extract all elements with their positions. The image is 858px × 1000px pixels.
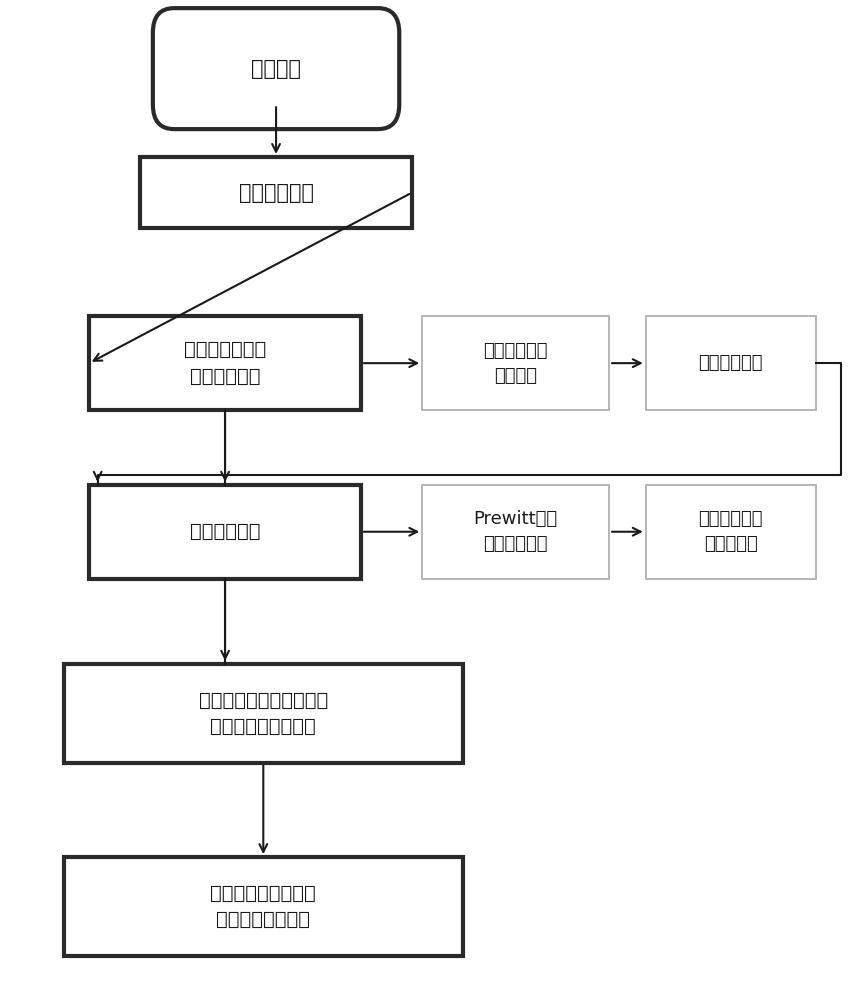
Text: 标定形态变位获得准
确的结构动态形态: 标定形态变位获得准 确的结构动态形态	[210, 884, 317, 929]
Text: 确定变形放大
频带范围: 确定变形放大 频带范围	[483, 342, 548, 385]
Text: 设置放大倍数: 设置放大倍数	[698, 354, 763, 372]
Bar	[89, 316, 361, 410]
FancyBboxPatch shape	[153, 8, 399, 129]
Bar	[646, 316, 816, 410]
Text: 采集视频: 采集视频	[251, 59, 301, 79]
Bar	[63, 857, 463, 956]
Text: 将每一帧的结构边缘与参
考帧进行配准及对比: 将每一帧的结构边缘与参 考帧进行配准及对比	[199, 690, 328, 736]
Bar	[89, 485, 361, 579]
Bar	[422, 316, 609, 410]
Text: 对视频中的结构
变形进行放大: 对视频中的结构 变形进行放大	[184, 340, 266, 386]
Text: 利用空间矩准
确定位边缘: 利用空间矩准 确定位边缘	[698, 510, 763, 553]
Bar	[140, 157, 412, 228]
Text: 剪裁处理视频: 剪裁处理视频	[239, 183, 313, 203]
Bar	[63, 664, 463, 763]
Text: Prewitt算子
初步确定边缘: Prewitt算子 初步确定边缘	[474, 510, 558, 553]
Bar	[646, 485, 816, 579]
Bar	[422, 485, 609, 579]
Text: 识别结构边缘: 识别结构边缘	[190, 522, 260, 541]
